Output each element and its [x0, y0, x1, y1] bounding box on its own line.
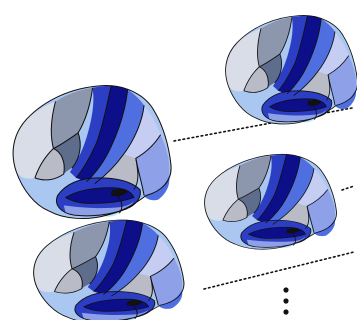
brain-right-middle [204, 153, 337, 250]
brain-right-top [225, 14, 357, 125]
ellipsis-dot [283, 309, 289, 315]
brain-left-bottom [33, 219, 185, 320]
brain-left-top [12, 85, 172, 220]
ellipsis-dot [283, 287, 289, 293]
dotted-connector-bottom [203, 251, 355, 290]
ellipsis-dot [283, 298, 289, 304]
dotted-connector-middle [341, 185, 355, 191]
vertical-ellipsis [283, 287, 289, 315]
